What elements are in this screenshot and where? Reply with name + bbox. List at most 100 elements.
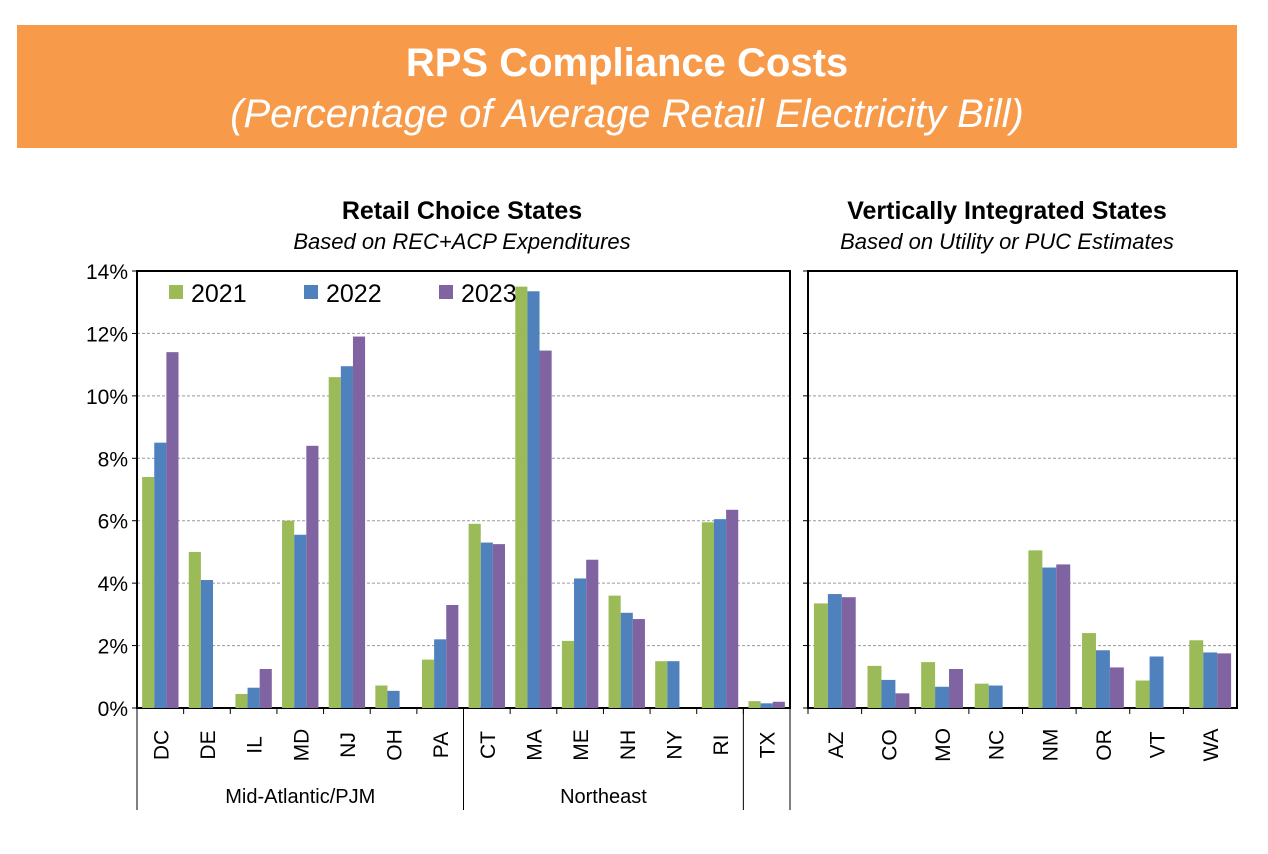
bar-CO-2021 xyxy=(867,665,882,708)
bar-NM-2022 xyxy=(1042,567,1057,708)
legend-label: 2021 xyxy=(191,280,247,308)
bar-OH-2021 xyxy=(375,685,388,708)
x-tick-label: DE xyxy=(197,730,220,759)
bar-ME-2021 xyxy=(561,640,575,708)
bar-TX-2021 xyxy=(748,701,761,708)
bar-NC-2022 xyxy=(988,685,1003,708)
bar-MD-2023 xyxy=(306,445,319,708)
bar-DE-2022 xyxy=(200,580,214,708)
bar-PA-2021 xyxy=(421,659,435,708)
bar-RI-2023 xyxy=(726,509,739,708)
bar-MO-2023 xyxy=(949,668,963,708)
y-tick-label: 4% xyxy=(98,573,128,596)
bar-NM-2023 xyxy=(1056,564,1071,708)
x-tick-label: NM xyxy=(1039,729,1062,762)
x-tick-label: CT xyxy=(477,731,500,759)
x-tick-label: MD xyxy=(290,729,313,762)
bar-DE-2021 xyxy=(188,551,201,708)
bar-DC-2021 xyxy=(142,477,155,708)
bar-PA-2023 xyxy=(446,604,459,708)
bar-AZ-2022 xyxy=(827,594,842,708)
legend-label: 2023 xyxy=(461,280,517,308)
panel-title: Retail Choice States xyxy=(342,197,582,225)
bar-WA-2021 xyxy=(1189,640,1204,708)
bar-NY-2021 xyxy=(655,661,668,708)
bar-MA-2023 xyxy=(539,350,552,708)
bar-DC-2022 xyxy=(154,442,167,708)
y-tick-label: 0% xyxy=(98,698,128,721)
x-tick-label: OH xyxy=(384,729,407,761)
bar-IL-2023 xyxy=(259,668,272,708)
legend-label: 2022 xyxy=(326,280,382,308)
bar-MD-2022 xyxy=(294,534,307,708)
bar-NJ-2021 xyxy=(328,377,341,708)
bar-NH-2021 xyxy=(608,595,621,708)
x-tick-label: WA xyxy=(1200,728,1223,761)
bar-NH-2023 xyxy=(632,619,645,708)
y-tick-label: 10% xyxy=(86,386,128,409)
x-tick-label: MA xyxy=(523,729,546,761)
slide-subtitle: (Percentage of Average Retail Electricit… xyxy=(230,92,1024,136)
legend-swatch xyxy=(169,285,183,299)
bar-DC-2023 xyxy=(166,352,179,708)
slide-title: RPS Compliance Costs xyxy=(405,41,849,85)
x-tick-label: MO xyxy=(932,728,955,762)
bar-CT-2023 xyxy=(492,544,506,708)
y-tick-label: 8% xyxy=(98,448,128,471)
bar-RI-2022 xyxy=(713,519,727,708)
bar-VT-2022 xyxy=(1149,656,1164,708)
x-tick-label: CO xyxy=(878,729,901,761)
bar-NM-2021 xyxy=(1028,550,1043,708)
bar-ME-2022 xyxy=(574,578,587,708)
bar-MA-2021 xyxy=(515,286,528,708)
y-tick-label: 14% xyxy=(86,261,128,284)
bar-TX-2023 xyxy=(772,701,785,708)
plot-frame xyxy=(136,270,791,709)
bar-PA-2022 xyxy=(434,639,447,708)
bar-IL-2021 xyxy=(235,693,248,708)
x-tick-label: ME xyxy=(570,729,593,761)
bar-MD-2021 xyxy=(282,520,295,708)
bar-MA-2022 xyxy=(527,291,540,708)
panel-subtitle: Based on REC+ACP Expenditures xyxy=(293,229,630,254)
bar-OR-2022 xyxy=(1095,650,1110,708)
bar-NJ-2022 xyxy=(340,366,353,708)
legend-swatch xyxy=(439,285,453,299)
x-tick-label: AZ xyxy=(825,731,848,758)
x-tick-label: VT xyxy=(1147,731,1170,758)
bar-OH-2022 xyxy=(387,690,400,708)
group-label: Northeast xyxy=(560,786,647,808)
x-tick-label: TX xyxy=(757,732,780,759)
panel-subtitle: Based on Utility or PUC Estimates xyxy=(840,229,1174,254)
plot-frame xyxy=(807,270,1238,709)
bar-CT-2022 xyxy=(480,542,493,708)
legend-swatch xyxy=(304,285,318,299)
x-tick-label: DC xyxy=(150,730,173,760)
bar-CO-2023 xyxy=(895,693,910,708)
bar-WA-2023 xyxy=(1217,653,1232,708)
group-label: Mid-Atlantic/PJM xyxy=(225,786,375,808)
y-tick-label: 12% xyxy=(86,323,128,346)
bar-AZ-2023 xyxy=(841,597,856,708)
bar-MO-2022 xyxy=(935,686,950,708)
panel-title: Vertically Integrated States xyxy=(847,197,1167,225)
bar-RI-2021 xyxy=(701,522,714,708)
bar-NC-2021 xyxy=(974,683,989,708)
bar-NY-2022 xyxy=(667,661,680,708)
x-tick-label: NC xyxy=(986,730,1009,760)
bar-OR-2021 xyxy=(1082,633,1096,708)
x-tick-label: NH xyxy=(617,730,640,760)
bar-WA-2022 xyxy=(1203,652,1218,708)
x-tick-label: PA xyxy=(430,732,453,758)
x-tick-label: RI xyxy=(710,735,733,756)
bar-NJ-2023 xyxy=(352,336,366,708)
bar-NH-2022 xyxy=(620,612,633,708)
bar-IL-2022 xyxy=(247,687,260,708)
header-banner: RPS Compliance Costs (Percentage of Aver… xyxy=(17,25,1237,148)
x-tick-label: IL xyxy=(244,736,267,754)
x-tick-label: NY xyxy=(663,730,686,759)
bar-TX-2022 xyxy=(760,703,773,708)
bar-OR-2023 xyxy=(1109,667,1124,708)
